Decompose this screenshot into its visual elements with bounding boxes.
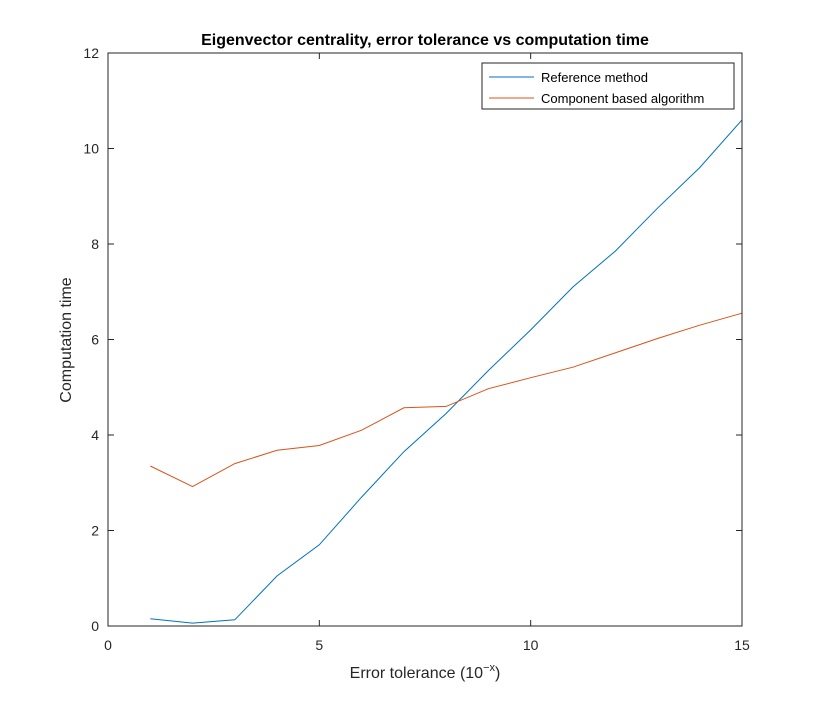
x-axis-label: Error tolerance (10−x) xyxy=(350,662,501,682)
y-tick-label: 8 xyxy=(91,236,99,252)
x-tick-label: 5 xyxy=(315,637,323,653)
y-tick-label: 4 xyxy=(91,427,99,443)
series-layer xyxy=(150,119,743,624)
plot-area xyxy=(108,53,742,626)
x-axis-label-suffix: ) xyxy=(495,665,500,682)
y-axis-label: Computation time xyxy=(58,277,75,402)
legend-label-1: Reference method xyxy=(541,70,648,85)
x-tick-label: 10 xyxy=(523,637,539,653)
legend: Reference method Component based algorith… xyxy=(481,62,735,110)
plot-frame xyxy=(107,52,743,627)
series-line-1 xyxy=(150,119,743,624)
y-tick-label: 2 xyxy=(91,523,99,539)
legend-label-2: Component based algorithm xyxy=(541,91,704,106)
y-tick-label: 6 xyxy=(91,332,99,348)
y-tick-label: 12 xyxy=(83,45,99,61)
y-axis-ticks: 0 2 4 6 8 10 12 xyxy=(83,45,742,634)
x-axis-ticks: 0 5 10 15 xyxy=(104,53,750,653)
y-tick-label: 0 xyxy=(91,618,99,634)
chart-title: Eigenvector centrality, error tolerance … xyxy=(201,32,649,49)
x-tick-label: 0 xyxy=(104,637,112,653)
x-axis-label-superscript: −x xyxy=(483,662,495,674)
x-tick-label: 15 xyxy=(734,637,750,653)
series-line-2 xyxy=(150,312,743,488)
legend-box xyxy=(481,62,735,110)
y-tick-label: 10 xyxy=(83,141,99,157)
